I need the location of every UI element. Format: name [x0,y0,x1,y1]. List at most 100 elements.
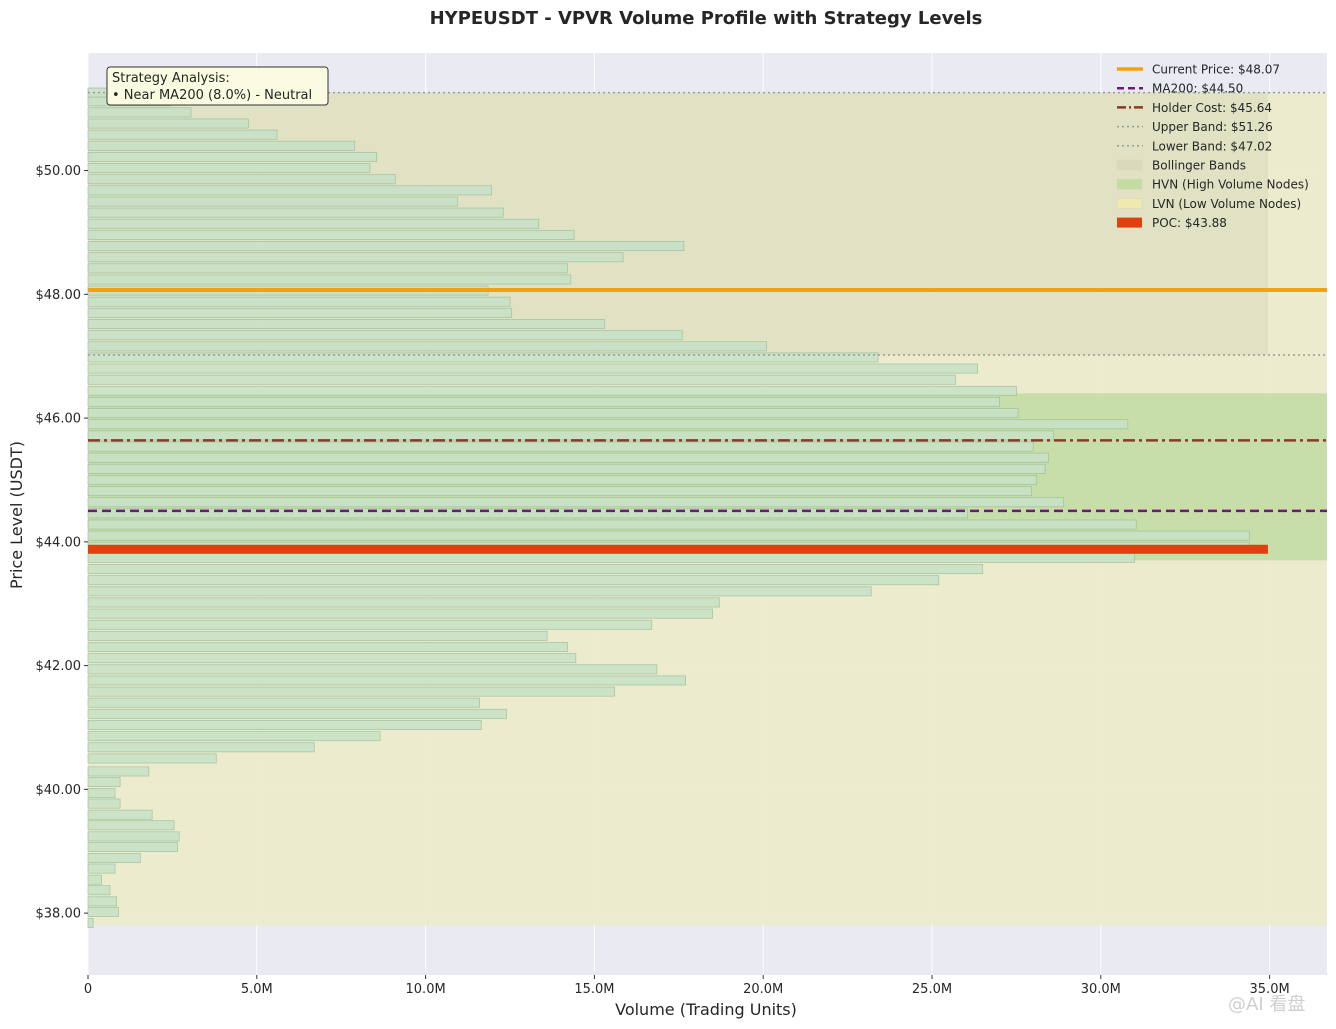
volume-bar [87,519,1137,530]
volume-bar [87,863,116,874]
volume-bar [87,196,459,207]
volume-bar [87,163,371,174]
y-tick-label: $46.00 [36,412,82,427]
x-tick-label: 35.0M [1250,982,1290,997]
volume-bar [87,229,575,240]
volume-bar [87,307,513,318]
legend-label: Holder Cost: $45.64 [1152,101,1272,115]
y-tick-label: $48.00 [36,288,82,303]
volume-bar [87,486,1032,497]
annotation-line-1: Strategy Analysis: [112,71,230,86]
volume-bar [87,664,658,675]
x-tick-label: 5.0M [241,982,273,997]
y-tick-label: $42.00 [36,659,82,674]
volume-bar [87,608,713,619]
volume-bar [87,341,767,352]
volume-bar [87,586,872,597]
y-tick-label: $50.00 [36,164,82,179]
volume-bar [87,296,511,307]
volume-bar [87,218,540,229]
legend-label: Upper Band: $51.26 [1152,120,1273,134]
volume-bar [87,675,686,686]
volume-bar [87,385,1017,396]
volume-bar [87,720,482,730]
volume-bar [87,107,192,118]
volume-bar [87,419,1129,430]
volume-bar [87,918,94,929]
volume-bar [87,241,685,252]
x-tick-label: 10.0M [406,982,446,997]
volume-bar [87,766,150,777]
legend-swatch [1117,217,1142,228]
annotation-line-2: • Near MA200 (8.0%) - Neutral [112,88,312,103]
volume-bar [87,708,508,719]
volume-bar [87,619,653,630]
volume-bar [87,118,249,129]
volume-bar [87,841,178,852]
watermark: @AI 看盘 [1228,994,1305,1015]
volume-bar [87,140,356,151]
volume-bar [87,441,1034,452]
legend-label: Current Price: $48.07 [1152,63,1280,77]
volume-bar [87,874,102,885]
volume-bar [87,252,624,263]
volume-bar [87,753,217,764]
volume-bar [87,820,175,831]
volume-bar [87,151,378,162]
x-tick-label: 0 [84,982,92,997]
volume-bar [87,363,978,374]
volume-bar [87,330,683,341]
y-tick-label: $40.00 [36,783,82,798]
volume-bar [87,788,116,799]
chart-title: HYPEUSDT - VPVR Volume Profile with Stra… [430,8,983,29]
poc-bar [88,544,1268,554]
volume-bar [87,397,1000,407]
legend-swatch [1116,198,1143,209]
volume-bar [87,642,568,653]
legend-label: POC: $43.88 [1152,216,1227,230]
volume-bar [87,798,121,809]
legend-label: Bollinger Bands [1152,159,1246,173]
legend: Current Price: $48.07 MA200: $44.50 Holder… [1116,63,1309,230]
volume-bar [87,630,548,641]
annotation-box [106,66,329,106]
volume-bar [87,697,481,708]
volume-bar [87,408,1019,419]
y-axis: $38.00 $40.00 $42.00 $44.00 $46.00 $48.00 $50.… [36,164,88,922]
volume-bar [87,831,180,842]
y-axis-label: Price Level (USDT) [7,441,26,589]
volume-bar [87,906,119,917]
volume-bar [87,731,381,742]
volume-bar [87,508,968,519]
volume-bar [87,564,984,575]
volume-bar [87,742,315,753]
x-tick-label: 15.0M [574,982,614,997]
volume-bar [87,263,568,274]
volume-bar [87,530,1250,541]
volume-bar [87,853,141,864]
volume-bar [87,452,1049,463]
volume-bar [87,430,1054,441]
volume-bar [87,575,940,586]
legend-label: HVN (High Volume Nodes) [1152,178,1309,192]
volume-bar [87,809,153,820]
volume-bar [87,896,118,907]
x-axis: 0 5.0M 10.0M 15.0M 20.0M 25.0M 30.0M 35.0M [84,975,1290,997]
volume-bar [87,319,605,330]
volume-bar [87,474,1038,485]
volume-bar [87,497,1065,508]
volume-bar [87,463,1046,474]
volume-bar [87,552,1135,563]
volume-bar [87,174,396,185]
strategy-annotation: Strategy Analysis: • Near MA200 (8.0%) -… [106,66,329,106]
volume-bar [87,653,577,664]
volume-bar [87,207,504,218]
plot-area [87,53,1327,975]
volume-bar [87,352,879,363]
volume-bar [87,686,616,697]
legend-label: MA200: $44.50 [1152,82,1243,96]
volume-bar [87,129,278,140]
legend-swatch [1116,159,1143,171]
volume-bar [87,374,957,385]
legend-label: Lower Band: $47.02 [1152,139,1272,153]
